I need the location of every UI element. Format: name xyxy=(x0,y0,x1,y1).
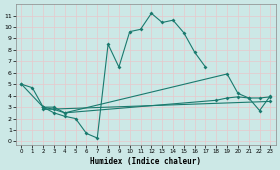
X-axis label: Humidex (Indice chaleur): Humidex (Indice chaleur) xyxy=(90,157,201,166)
